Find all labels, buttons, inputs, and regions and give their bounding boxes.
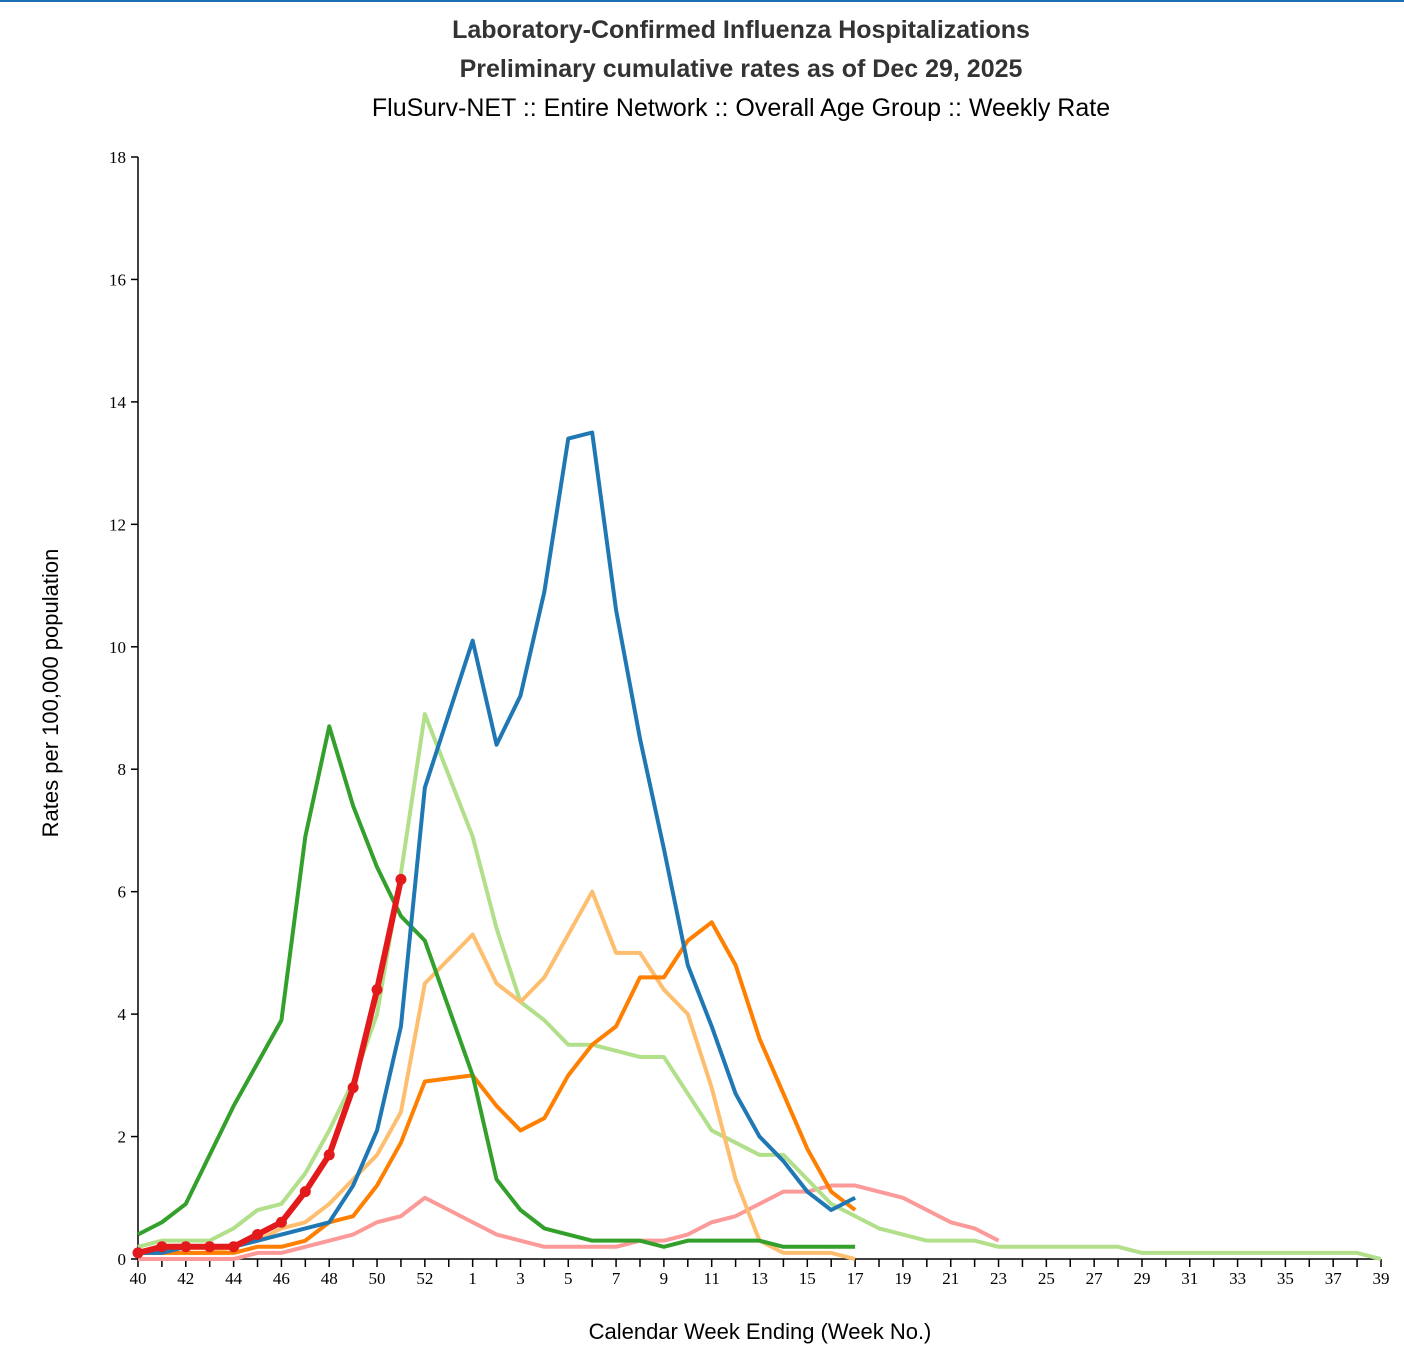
series-line: [138, 920, 857, 1255]
x-tick-label: 9: [660, 1269, 669, 1288]
x-tick-label: 7: [612, 1269, 621, 1288]
x-tick-label: 23: [990, 1269, 1007, 1288]
y-tick-label: 16: [109, 270, 126, 289]
y-tick-label: 12: [109, 515, 126, 534]
series-marker: [204, 1241, 216, 1253]
x-tick-label: 40: [130, 1269, 147, 1288]
x-tick-label: 48: [321, 1269, 338, 1288]
x-tick-label: 39: [1373, 1269, 1390, 1288]
series-line: [137, 878, 404, 1256]
x-tick-label: 29: [1133, 1269, 1150, 1288]
x-tick-label: 15: [799, 1269, 816, 1288]
x-tick-label: 19: [894, 1269, 911, 1288]
series-line: [138, 430, 857, 1255]
series-marker: [275, 1216, 287, 1228]
y-tick-label: 10: [109, 638, 126, 657]
x-tick-label: 21: [942, 1269, 959, 1288]
y-tick-label: 18: [109, 148, 126, 167]
x-tick-label: 25: [1038, 1269, 1055, 1288]
y-tick-label: 6: [118, 883, 127, 902]
x-tick-label: 37: [1325, 1269, 1343, 1288]
x-tick-label: 35: [1277, 1269, 1294, 1288]
x-tick-label: 27: [1086, 1269, 1104, 1288]
x-tick-label: 17: [847, 1269, 865, 1288]
series-marker: [252, 1229, 264, 1241]
series-marker: [299, 1186, 311, 1198]
series-marker: [395, 873, 407, 885]
chart-subtitle: Preliminary cumulative rates as of Dec 2…: [460, 55, 1023, 83]
chart-title: Laboratory-Confirmed Influenza Hospitali…: [452, 16, 1030, 44]
series-marker: [180, 1241, 192, 1253]
x-tick-label: 3: [516, 1269, 525, 1288]
y-tick-label: 0: [118, 1250, 127, 1269]
series-line: [137, 712, 1382, 1261]
x-axis-title: Calendar Week Ending (Week No.): [589, 1319, 932, 1344]
series-marker: [132, 1247, 144, 1259]
x-tick-label: 44: [225, 1269, 243, 1288]
series-line: [138, 1183, 1000, 1261]
y-axis-title: Rates per 100,000 population: [38, 549, 63, 838]
x-tick-label: 46: [273, 1269, 290, 1288]
x-tick-label: 13: [751, 1269, 768, 1288]
y-tick-label: 2: [118, 1128, 127, 1147]
x-tick-label: 42: [177, 1269, 194, 1288]
y-tick-label: 8: [118, 760, 127, 779]
series-marker: [156, 1241, 168, 1253]
x-tick-label: 33: [1229, 1269, 1246, 1288]
series-marker: [228, 1241, 240, 1253]
series-line: [137, 724, 856, 1249]
y-tick-label: 4: [118, 1005, 127, 1024]
x-tick-label: 52: [416, 1269, 433, 1288]
x-tick-label: 1: [468, 1269, 477, 1288]
x-tick-label: 11: [704, 1269, 720, 1288]
y-tick-label: 14: [109, 393, 127, 412]
x-tick-label: 5: [564, 1269, 573, 1288]
series-marker: [347, 1082, 359, 1094]
series-marker: [323, 1149, 335, 1161]
x-tick-label: 31: [1181, 1269, 1198, 1288]
x-tick-label: 50: [369, 1269, 386, 1288]
series-line: [138, 889, 856, 1261]
chart-subtitle: FluSurv-NET :: Entire Network :: Overall…: [372, 94, 1110, 122]
series-marker: [371, 984, 383, 996]
